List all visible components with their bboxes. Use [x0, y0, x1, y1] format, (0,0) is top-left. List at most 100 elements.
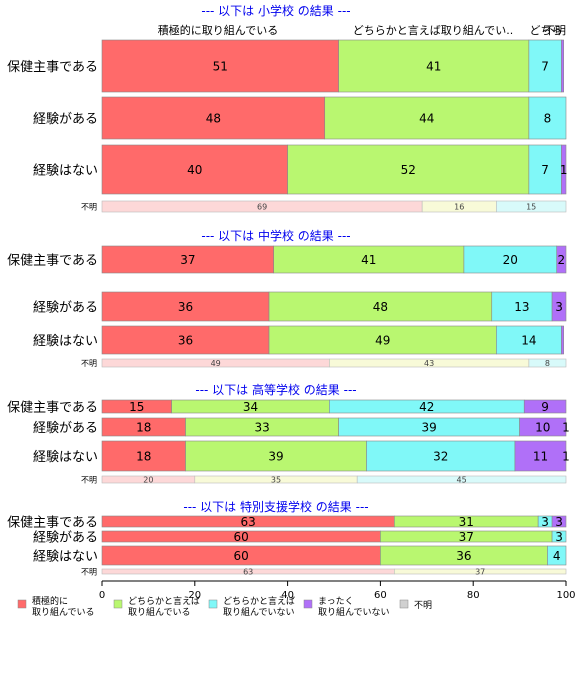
data-label: 39 — [268, 450, 283, 464]
data-label: 69 — [257, 203, 267, 212]
legend-label: まったく取り組んでいない — [318, 596, 390, 618]
data-label: 15 — [129, 400, 144, 414]
data-label: 2 — [558, 253, 566, 267]
bar-segment — [561, 325, 564, 355]
data-label: 37 — [475, 568, 485, 577]
row-label: 経験がある — [33, 531, 98, 546]
bar-segment — [551, 530, 567, 543]
row-label: 保健主事である — [7, 401, 98, 416]
data-label: 41 — [361, 253, 376, 267]
data-label: 43 — [424, 359, 434, 368]
data-label: 4 — [553, 549, 561, 563]
data-label: 15 — [526, 203, 536, 212]
row-label: 不明 — [81, 476, 97, 485]
data-label: 34 — [243, 400, 258, 414]
x-tick-label: 40 — [281, 590, 294, 601]
bar-segment — [324, 96, 530, 140]
data-label: 48 — [373, 300, 388, 314]
column-header: 不明 — [544, 24, 566, 37]
data-label: 7 — [541, 60, 549, 74]
x-tick-label: 0 — [99, 590, 105, 601]
row-label: 経験はない — [33, 334, 98, 349]
section-title: --- 以下は 高等学校 の結果 --- — [195, 382, 356, 397]
data-label: 60 — [234, 530, 249, 544]
data-label: 13 — [514, 300, 529, 314]
data-label: 49 — [211, 359, 221, 368]
data-label: 49 — [375, 334, 390, 348]
legend-label: 不明 — [414, 600, 432, 611]
data-label: 42 — [419, 400, 434, 414]
data-label: 1 — [562, 421, 570, 435]
data-label: 52 — [401, 163, 416, 177]
bar-segment — [551, 291, 567, 322]
data-label: 31 — [459, 515, 474, 529]
data-label: 18 — [136, 450, 151, 464]
legend-swatch — [208, 599, 218, 609]
bar-segment — [528, 144, 562, 195]
data-label: 20 — [503, 253, 518, 267]
x-tick-label: 20 — [188, 590, 201, 601]
data-label: 37 — [180, 253, 195, 267]
legend-label: どちらかと言えば取り組んでいる — [128, 595, 200, 618]
data-label: 39 — [421, 421, 436, 435]
row-label: 経験はない — [33, 164, 98, 179]
bar-segment — [561, 144, 567, 195]
data-label: 16 — [454, 203, 464, 212]
data-label: 1 — [562, 450, 570, 464]
data-label: 36 — [178, 300, 193, 314]
legend-swatch — [303, 599, 313, 609]
data-label: 3 — [555, 530, 563, 544]
bar-segment — [528, 358, 567, 368]
data-label: 41 — [426, 60, 441, 74]
data-label: 3 — [555, 515, 563, 529]
legend-label: どちらかと言えば取り組んでいない — [223, 595, 295, 618]
legend-label: 積極的に取り組んでいる — [32, 595, 95, 618]
data-label: 60 — [234, 549, 249, 563]
x-tick-label: 100 — [556, 590, 575, 601]
row-label: 保健主事である — [7, 60, 98, 75]
data-label: 18 — [136, 421, 151, 435]
bar-segment — [101, 291, 270, 322]
row-label: 経験がある — [33, 421, 98, 436]
bar-segment — [366, 440, 516, 472]
column-header: どちら — [530, 24, 563, 37]
legend-swatch — [113, 599, 123, 609]
bar-segment — [101, 96, 326, 140]
bar-segment — [185, 440, 367, 472]
data-label: 7 — [541, 163, 549, 177]
bar-segment — [523, 399, 567, 414]
bar-segment — [463, 245, 558, 274]
data-label: 1 — [560, 163, 568, 177]
bar-segment — [496, 200, 567, 213]
data-label: 9 — [541, 400, 549, 414]
bar-segment — [491, 291, 553, 322]
data-label: 51 — [213, 60, 228, 74]
row-label: 保健主事である — [7, 516, 98, 531]
row-label: 経験がある — [33, 112, 98, 127]
bar-segment — [551, 515, 567, 528]
bar-segment — [519, 417, 567, 437]
bar-segment — [561, 39, 564, 93]
data-label: 8 — [544, 112, 552, 126]
row-label: 保健主事である — [7, 254, 98, 269]
data-label: 20 — [143, 476, 153, 485]
data-label: 11 — [533, 450, 548, 464]
bar-segment — [101, 325, 270, 355]
data-label: 40 — [187, 163, 202, 177]
column-header: どちらかと言えば取り組んでい.. — [353, 24, 513, 37]
bar-segment — [287, 144, 530, 195]
data-label: 3 — [555, 300, 563, 314]
data-label: 8 — [545, 359, 550, 368]
row-label: 不明 — [81, 359, 97, 368]
data-label: 3 — [541, 515, 549, 529]
x-tick-label: 80 — [467, 590, 480, 601]
row-label: 不明 — [81, 568, 97, 577]
data-label: 48 — [206, 112, 221, 126]
data-label: 32 — [433, 450, 448, 464]
row-label: 経験はない — [33, 550, 98, 565]
data-label: 36 — [456, 549, 471, 563]
bar-segment — [338, 39, 530, 93]
column-header: 積極的に取り組んでいる — [158, 23, 278, 37]
data-label: 14 — [521, 334, 536, 348]
